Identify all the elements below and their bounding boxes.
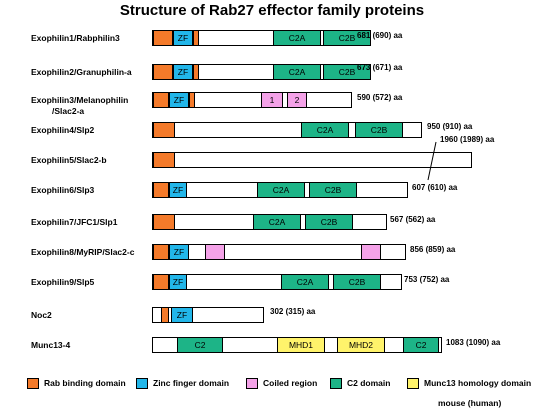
c2-domain: C2B bbox=[323, 30, 371, 46]
mhd-swatch bbox=[407, 378, 419, 389]
protein-bar bbox=[152, 152, 472, 168]
legend-label: Coiled region bbox=[263, 378, 318, 388]
zf-domain: ZF bbox=[169, 244, 189, 260]
c2-domain: C2A bbox=[257, 182, 305, 198]
protein-name: Exophilin5/Slac2-b bbox=[31, 155, 107, 165]
diagram-title: Structure of Rab27 effector family prote… bbox=[119, 2, 425, 19]
c2-domain: C2B bbox=[355, 122, 403, 138]
protein-bar: C2 MHD1 MHD2 C2 bbox=[152, 337, 442, 353]
protein-row: Exophilin6/Slp3 ZF C2A C2B bbox=[0, 178, 544, 200]
protein-name: Exophilin7/JFC1/Slp1 bbox=[31, 217, 118, 227]
break-line bbox=[427, 141, 437, 181]
protein-name: Exophilin9/Slp5 bbox=[31, 277, 95, 287]
protein-bar: ZF bbox=[152, 307, 264, 323]
rab-domain bbox=[153, 30, 173, 46]
c2-domain: C2B bbox=[333, 274, 381, 290]
zf-swatch bbox=[136, 378, 148, 389]
protein-length: 590 (572) aa bbox=[357, 93, 403, 102]
zf-domain: ZF bbox=[173, 30, 193, 46]
protein-name: Munc13-4 bbox=[31, 340, 71, 350]
c2-domain: C2 bbox=[177, 337, 223, 353]
protein-row: Exophilin2/Granuphilin-a ZF C2A C2B bbox=[0, 60, 544, 82]
protein-length: 607 (610) aa bbox=[412, 183, 458, 192]
protein-length: 681 (690) aa bbox=[357, 31, 403, 40]
protein-name: Exophilin1/Rabphilin3 bbox=[31, 33, 120, 43]
protein-row: Exophilin9/Slp5 ZF C2A C2B bbox=[0, 270, 544, 292]
protein-row: Exophilin3/Melanophilin/Slac2-a ZF 1 2 bbox=[0, 88, 544, 116]
rab-domain bbox=[189, 92, 195, 108]
coiled-swatch bbox=[246, 378, 258, 389]
rab-domain bbox=[153, 244, 169, 260]
c2-domain: C2 bbox=[403, 337, 439, 353]
protein-row: Exophilin4/Slp2 C2A C2B bbox=[0, 118, 544, 140]
protein-row: Exophilin8/MyRIP/Slac2-c ZF bbox=[0, 240, 544, 262]
protein-row: Exophilin1/Rabphilin3 ZF C2A C2B bbox=[0, 26, 544, 48]
protein-length: 753 (752) aa bbox=[404, 275, 450, 284]
zf-domain: ZF bbox=[169, 182, 187, 198]
protein-name: Exophilin4/Slp2 bbox=[31, 125, 95, 135]
coiled-domain: 2 bbox=[287, 92, 307, 108]
rab-swatch bbox=[27, 378, 39, 389]
protein-length: 856 (859) aa bbox=[410, 245, 456, 254]
rab-domain bbox=[153, 92, 169, 108]
legend-label: C2 domain bbox=[347, 378, 391, 388]
c2-domain: C2B bbox=[305, 214, 353, 230]
protein-name: Exophilin6/Slp3 bbox=[31, 185, 95, 195]
protein-row: Munc13-4 C2 MHD1 MHD2 C2 bbox=[0, 333, 544, 355]
coiled-domain bbox=[361, 244, 381, 260]
protein-length: 302 (315) aa bbox=[270, 307, 316, 316]
mhd-domain: MHD2 bbox=[337, 337, 385, 353]
c2-domain: C2A bbox=[301, 122, 349, 138]
protein-name: Noc2 bbox=[31, 310, 52, 320]
protein-length: 673 (671) aa bbox=[357, 63, 403, 72]
c2-domain: C2B bbox=[323, 64, 371, 80]
coiled-domain bbox=[205, 244, 225, 260]
rab-domain bbox=[153, 64, 173, 80]
zf-domain: ZF bbox=[171, 307, 193, 323]
legend-label: Munc13 homology domain bbox=[424, 378, 532, 388]
c2-domain: C2B bbox=[309, 182, 357, 198]
rab-domain bbox=[153, 122, 175, 138]
c2-swatch bbox=[330, 378, 342, 389]
protein-length: 1960 (1989) aa bbox=[440, 135, 495, 144]
rab-domain bbox=[153, 214, 175, 230]
protein-row: Exophilin5/Slac2-b bbox=[0, 148, 544, 170]
protein-bar: ZF bbox=[152, 244, 406, 260]
legend-label: Rab binding domain bbox=[44, 378, 126, 388]
coiled-domain: 1 bbox=[261, 92, 283, 108]
c2-domain: C2A bbox=[281, 274, 329, 290]
rab-domain bbox=[161, 307, 169, 323]
protein-row: Exophilin7/JFC1/Slp1 C2A C2B bbox=[0, 210, 544, 232]
rab-domain bbox=[193, 64, 199, 80]
protein-name: Exophilin3/Melanophilin bbox=[31, 95, 129, 105]
c2-domain: C2A bbox=[273, 30, 321, 46]
rab-domain bbox=[193, 30, 199, 46]
legend-label: Zinc finger domain bbox=[153, 378, 230, 388]
protein-name-line2: /Slac2-a bbox=[52, 106, 85, 116]
protein-bar: ZF C2A C2B bbox=[152, 30, 371, 46]
protein-name: Exophilin2/Granuphilin-a bbox=[31, 67, 132, 77]
c2-domain: C2A bbox=[273, 64, 321, 80]
protein-length: 567 (562) aa bbox=[390, 215, 436, 224]
protein-bar: ZF 1 2 bbox=[152, 92, 352, 108]
zf-domain: ZF bbox=[169, 92, 189, 108]
protein-row: Noc2 ZF bbox=[0, 303, 544, 325]
protein-bar: C2A C2B bbox=[152, 122, 422, 138]
protein-name: Exophilin8/MyRIP/Slac2-c bbox=[31, 247, 135, 257]
protein-length: 950 (910) aa bbox=[427, 122, 473, 131]
protein-bar: ZF C2A C2B bbox=[152, 274, 402, 290]
rab-domain bbox=[153, 152, 175, 168]
rab-domain bbox=[153, 274, 169, 290]
mhd-domain: MHD1 bbox=[277, 337, 325, 353]
protein-length: 1083 (1090) aa bbox=[446, 338, 501, 347]
protein-bar: ZF C2A C2B bbox=[152, 182, 408, 198]
species-note: mouse (human) bbox=[438, 398, 502, 408]
protein-bar: C2A C2B bbox=[152, 214, 387, 230]
zf-domain: ZF bbox=[169, 274, 187, 290]
protein-bar: ZF C2A C2B bbox=[152, 64, 371, 80]
zf-domain: ZF bbox=[173, 64, 193, 80]
c2-domain: C2A bbox=[253, 214, 301, 230]
rab-domain bbox=[153, 182, 169, 198]
